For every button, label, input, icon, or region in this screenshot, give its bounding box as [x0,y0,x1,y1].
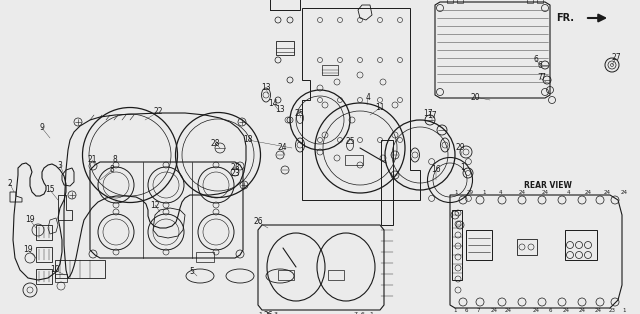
Text: 12: 12 [150,201,160,209]
Text: 23: 23 [230,163,240,171]
Text: 18: 18 [243,136,253,144]
Text: 15: 15 [45,186,55,194]
Text: 4: 4 [499,190,502,194]
Text: 8: 8 [113,154,117,164]
Text: 6: 6 [361,312,365,314]
Text: 20: 20 [470,93,480,101]
Text: 1: 1 [369,312,373,314]
Bar [55,274,67,282]
Text: 21: 21 [87,155,97,165]
Text: 1: 1 [622,307,626,312]
Text: SZ33-B1210C: SZ33-B1210C [516,313,558,314]
Text: 24: 24 [518,190,525,194]
Text: 7: 7 [353,312,357,314]
Bar [322,65,338,75]
Text: 10: 10 [50,266,60,274]
Text: 24: 24 [621,190,627,194]
Text: 27: 27 [611,53,621,62]
Bar [55,260,105,278]
Text: 24: 24 [504,307,511,312]
Bar [466,230,492,260]
Text: 2: 2 [8,180,12,188]
Text: 24: 24 [595,307,602,312]
Text: 29: 29 [467,190,474,194]
Text: 6: 6 [464,307,468,312]
Text: 24: 24 [277,143,287,153]
Text: 19: 19 [23,246,33,255]
Text: 3: 3 [274,312,278,314]
Text: 22: 22 [153,107,163,116]
Bar [196,252,214,262]
Text: 1: 1 [454,190,458,194]
Text: 16: 16 [431,165,441,175]
Text: 24: 24 [579,307,586,312]
Text: 7: 7 [538,73,543,83]
Text: 6: 6 [538,61,543,69]
Text: 13: 13 [275,106,285,115]
Text: 1: 1 [453,307,457,312]
Text: 4: 4 [566,190,570,194]
Text: 25: 25 [345,137,355,145]
Text: 2: 2 [266,312,270,314]
Text: 5: 5 [189,267,195,275]
Text: 24: 24 [563,307,570,312]
Text: 17: 17 [423,110,433,118]
Text: 19: 19 [25,215,35,225]
Text: 25: 25 [294,109,304,117]
Text: 26: 26 [263,311,273,314]
Bar [328,270,344,280]
Text: FR.: FR. [556,13,574,23]
Text: 6: 6 [534,56,538,64]
Text: 26: 26 [253,218,263,226]
Bar [565,230,597,260]
Text: 1: 1 [461,164,465,172]
Bar [452,210,462,280]
Text: 4: 4 [365,94,371,102]
Bar [527,0,533,3]
Text: 23: 23 [609,307,616,312]
Text: 29: 29 [455,143,465,153]
Text: 8: 8 [109,165,115,175]
Text: 13: 13 [261,84,271,93]
Text: 24: 24 [490,307,497,312]
Bar [270,0,300,10]
Text: REAR VIEW: REAR VIEW [524,181,572,190]
Text: 23: 23 [230,169,240,177]
Text: 7: 7 [541,73,545,83]
Bar [537,0,543,3]
Text: 28: 28 [211,138,220,148]
Bar [517,239,537,255]
Text: 11: 11 [375,104,385,112]
Text: 9: 9 [40,123,44,133]
Text: 3: 3 [58,160,63,170]
Text: 6: 6 [548,307,552,312]
Text: 24: 24 [532,307,540,312]
Text: 1: 1 [483,190,486,194]
Bar [345,155,363,165]
Bar [276,41,294,55]
Text: 7: 7 [476,307,480,312]
Text: 1: 1 [258,312,262,314]
Bar [457,0,463,3]
Bar [447,0,453,3]
Text: 24: 24 [541,190,548,194]
Text: 14: 14 [268,99,278,107]
Bar [278,270,294,280]
Text: 17: 17 [427,111,437,120]
Bar [381,140,393,225]
Text: 24: 24 [604,190,611,194]
Text: 24: 24 [584,190,591,194]
